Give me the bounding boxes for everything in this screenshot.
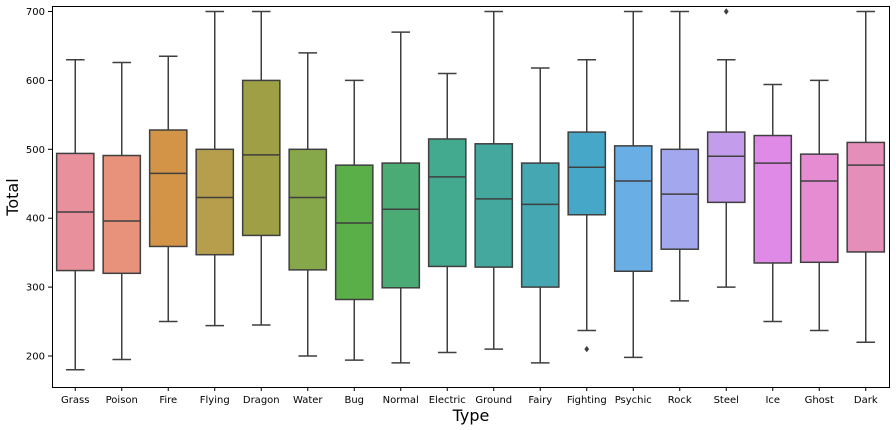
- outlier-point: [584, 345, 590, 353]
- x-tick-label: Ice: [765, 395, 780, 406]
- x-tick-label: Fairy: [528, 395, 552, 406]
- box-ice: [753, 83, 793, 323]
- x-tick-label: Poison: [106, 395, 138, 406]
- iqr-box: [102, 154, 142, 275]
- x-tick-label: Grass: [61, 395, 89, 406]
- x-tick-label: Fire: [159, 395, 177, 406]
- y-axis-label: Total: [3, 178, 22, 216]
- iqr-box: [706, 131, 746, 204]
- box-fire: [148, 55, 188, 323]
- x-axis-label: Type: [452, 406, 490, 425]
- box-rock: [660, 10, 700, 302]
- box-grass: [55, 58, 95, 371]
- box-dark: [846, 10, 886, 343]
- x-tick-label: Rock: [668, 395, 692, 406]
- x-tick-label: Bug: [344, 395, 364, 406]
- box-psychic: [613, 10, 653, 359]
- box-bug: [334, 79, 374, 361]
- iqr-box: [195, 148, 235, 256]
- x-tick-label: Electric: [429, 395, 466, 406]
- y-tick-label: 200: [26, 351, 45, 362]
- iqr-box: [520, 162, 560, 288]
- box-fairy: [520, 67, 560, 364]
- x-tick-label: Water: [293, 395, 323, 406]
- x-tick-label: Dark: [854, 395, 878, 406]
- iqr-box: [288, 148, 328, 271]
- x-tick-label: Steel: [714, 395, 739, 406]
- box-steel: [706, 8, 746, 288]
- iqr-box: [753, 134, 793, 264]
- iqr-box: [381, 162, 421, 289]
- box-water: [288, 52, 328, 357]
- x-axis: Grass Poison Fire Flying Dragon Water Bug Norma…: [61, 387, 878, 406]
- y-tick-label: 300: [26, 283, 45, 294]
- box-fighting: [567, 58, 607, 353]
- y-tick-label: 500: [26, 145, 45, 156]
- iqr-box: [613, 145, 653, 273]
- iqr-box: [660, 148, 700, 250]
- iqr-box: [567, 131, 607, 216]
- box-flying: [195, 10, 235, 327]
- plot-frame: [52, 6, 890, 388]
- y-tick-label: 700: [26, 7, 45, 18]
- box-dragon: [241, 10, 281, 326]
- x-tick-label: Psychic: [615, 395, 652, 406]
- box-normal: [381, 31, 421, 364]
- iqr-box: [148, 129, 188, 248]
- box-poison: [102, 61, 142, 361]
- y-tick-label: 600: [26, 76, 45, 87]
- iqr-box: [427, 138, 467, 268]
- iqr-box: [846, 141, 886, 253]
- box-ground: [474, 10, 514, 350]
- y-axis: 200 300 400 500 600 700: [26, 7, 52, 362]
- y-tick-label: 400: [26, 214, 45, 225]
- outlier-point: [723, 8, 729, 15]
- box-ghost: [799, 79, 839, 332]
- x-tick-label: Flying: [200, 395, 230, 406]
- box-electric: [427, 72, 467, 354]
- iqr-box: [241, 79, 281, 237]
- x-tick-label: Fighting: [567, 395, 607, 406]
- x-tick-label: Ghost: [805, 395, 834, 406]
- plot-area: [55, 8, 886, 371]
- iqr-box: [474, 143, 514, 268]
- x-tick-label: Dragon: [243, 395, 280, 406]
- x-tick-label: Normal: [383, 395, 419, 406]
- iqr-box: [334, 164, 374, 301]
- iqr-box: [799, 153, 839, 264]
- x-tick-label: Ground: [475, 395, 512, 406]
